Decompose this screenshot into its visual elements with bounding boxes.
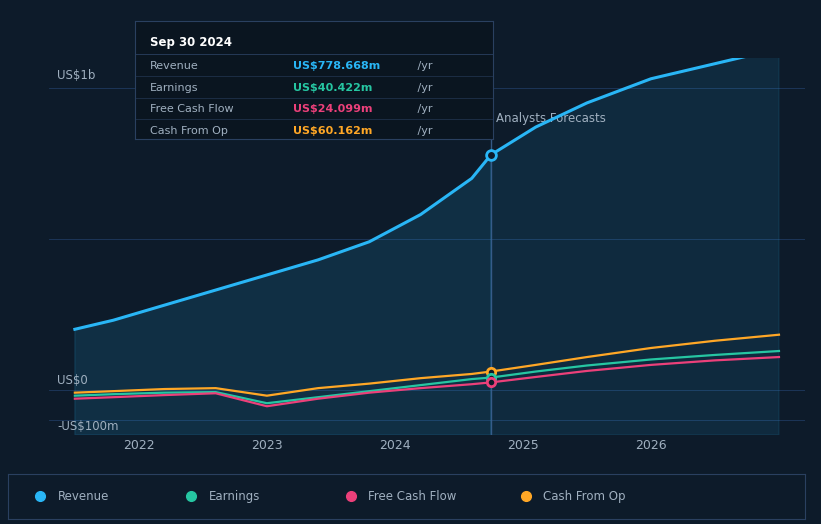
Polygon shape [491,49,779,435]
Text: Earnings: Earnings [149,83,198,93]
Text: /yr: /yr [414,61,433,71]
Text: US$40.422m: US$40.422m [292,83,372,93]
Text: Free Cash Flow: Free Cash Flow [149,104,233,114]
Text: 2026: 2026 [635,440,667,452]
Text: Sep 30 2024: Sep 30 2024 [149,36,232,49]
Text: /yr: /yr [414,83,433,93]
Text: 2024: 2024 [379,440,410,452]
Text: Cash From Op: Cash From Op [544,490,626,503]
Polygon shape [75,155,491,435]
Text: 2022: 2022 [123,440,154,452]
Text: Revenue: Revenue [57,490,109,503]
Text: Cash From Op: Cash From Op [149,126,227,136]
Text: US$778.668m: US$778.668m [292,61,380,71]
Text: Free Cash Flow: Free Cash Flow [368,490,456,503]
Text: Revenue: Revenue [149,61,199,71]
Text: -US$100m: -US$100m [57,420,118,432]
Text: US$60.162m: US$60.162m [292,126,372,136]
Text: Past: Past [461,112,486,125]
Text: /yr: /yr [414,104,433,114]
Text: 2025: 2025 [507,440,539,452]
Text: Earnings: Earnings [209,490,260,503]
Text: 2023: 2023 [251,440,282,452]
Text: US$0: US$0 [57,374,88,387]
Text: Analysts Forecasts: Analysts Forecasts [496,112,606,125]
Text: /yr: /yr [414,126,433,136]
Text: US$24.099m: US$24.099m [292,104,372,114]
Text: US$1b: US$1b [57,69,95,82]
